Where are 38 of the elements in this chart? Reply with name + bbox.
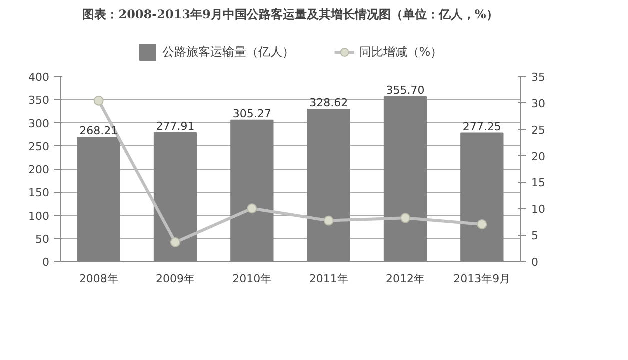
y-tick-label: 200	[28, 164, 50, 176]
chart-title: 图表：2008-2013年9月中国公路客运量及其增长情况图（单位：亿人，%）	[82, 8, 498, 22]
data-label: 277.25	[462, 120, 502, 134]
y2-tick-label: 0	[532, 256, 538, 269]
y-tick-label: 250	[28, 140, 50, 154]
y-tick-label: 0	[42, 256, 50, 269]
y-tick-label: 50	[36, 232, 50, 246]
y2-tick-label: 15	[532, 176, 546, 190]
point	[170, 237, 180, 248]
data-label: 355.70	[386, 84, 425, 97]
data-label: 305.27	[232, 107, 272, 120]
y2-tick-label: 35	[532, 71, 546, 84]
x-tick-label: 2011年	[309, 272, 348, 286]
y2-tick-label: 10	[532, 203, 546, 216]
point	[247, 204, 258, 214]
y-tick-label: 400	[28, 71, 50, 84]
x-tick-label: 2008年	[79, 272, 118, 286]
data-label: 328.62	[310, 96, 348, 110]
legend-label: 公路旅客运输量（亿人）	[162, 44, 294, 60]
data-label: 277.91	[156, 120, 195, 133]
legend-label: 同比增减（%）	[359, 44, 443, 60]
y-tick-label: 300	[28, 117, 50, 130]
data-label: 268.21	[80, 124, 118, 138]
x-tick-label: 2013年9月	[454, 272, 511, 286]
y2-tick-label: 25	[532, 124, 546, 137]
y-tick-label: 150	[28, 186, 50, 200]
y2-tick-label: 30	[532, 97, 546, 110]
x-tick-label: 2009年	[156, 272, 196, 286]
x-tick-label: 2010年	[232, 272, 272, 286]
y-tick-label: 100	[28, 210, 50, 223]
point	[324, 216, 334, 226]
y2-tick-label: 20	[532, 150, 546, 164]
y-tick-label: 350	[28, 94, 50, 108]
point	[94, 96, 104, 106]
point	[477, 220, 488, 230]
x-tick-label: 2012年	[386, 272, 426, 286]
point	[400, 213, 410, 224]
y2-tick-label: 5	[532, 230, 538, 243]
